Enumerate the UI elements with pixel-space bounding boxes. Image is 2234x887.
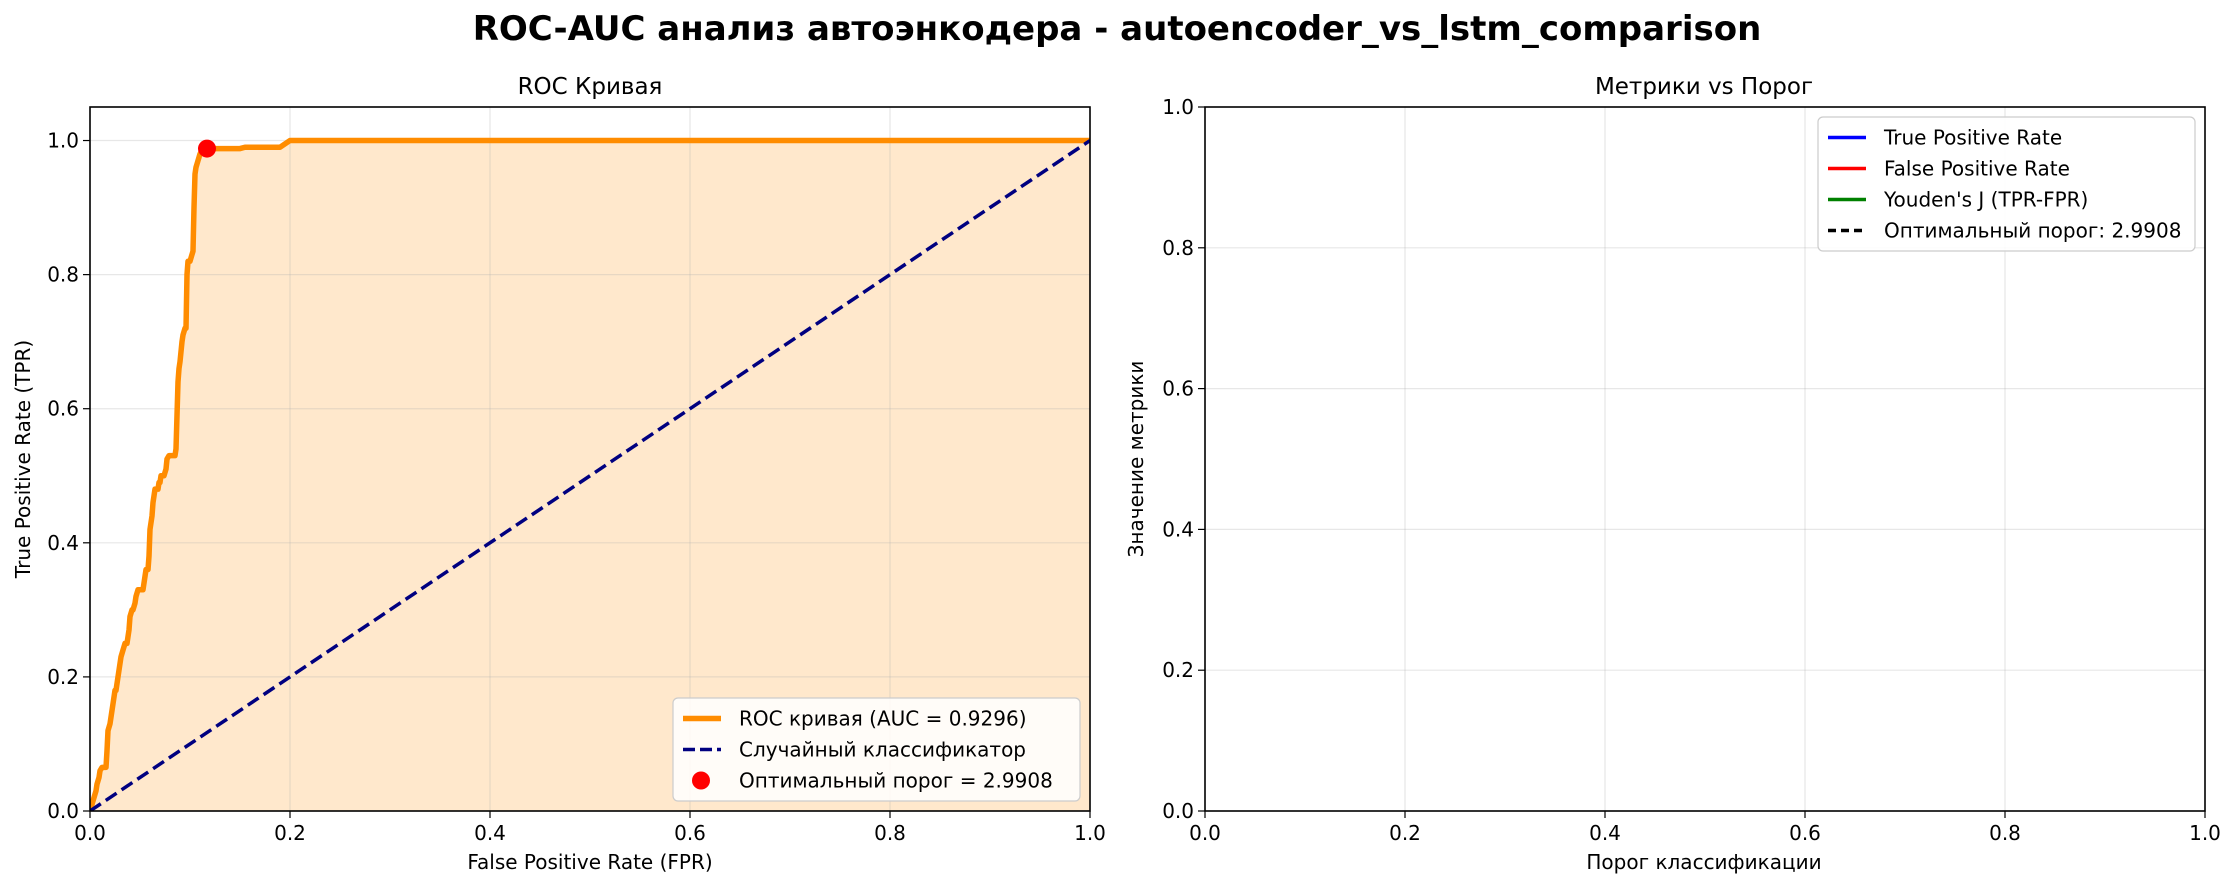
roc-x-tick-label: 0.0 — [74, 821, 106, 845]
metrics-x-tick-label: 0.8 — [1989, 821, 2021, 845]
metrics-panel-title: Метрики vs Порог — [1595, 74, 1813, 100]
roc-random-classifier-line — [90, 139, 1090, 811]
metrics-threshold-panel: Метрики vs Порог Порог классификации Зна… — [1124, 74, 2221, 874]
roc-y-tick-label: 0.8 — [47, 263, 79, 287]
roc-roc-curve-line — [90, 137, 1090, 811]
metrics-y-axis-label: Значение метрики — [1124, 361, 1148, 558]
metrics-y-tick-label: 0.6 — [1162, 377, 1194, 401]
roc-x-tick-label: 1.0 — [1074, 821, 1106, 845]
roc-axes-frame — [89, 106, 1091, 812]
roc-x-tick-label: 0.4 — [474, 821, 506, 845]
metrics-x-tick-label: 0.4 — [1589, 821, 1621, 845]
roc-y-tick-label: 0.4 — [47, 531, 79, 555]
roc-x-axis-label: False Positive Rate (FPR) — [467, 850, 712, 874]
metrics-y-tick-label: 1.0 — [1162, 95, 1194, 119]
metrics-x-tick-label: 0.6 — [1789, 821, 1821, 845]
roc-x-tick-label: 0.6 — [674, 821, 706, 845]
roc-legend-label: Оптимальный порог = 2.9908 — [739, 769, 1053, 793]
metrics-legend-label: Оптимальный порог: 2.9908 — [1884, 219, 2181, 243]
metrics-legend-label: Youden's J (TPR-FPR) — [1883, 188, 2088, 212]
metrics-legend-label: False Positive Rate — [1884, 157, 2070, 181]
metrics-y-tick-label: 0.8 — [1162, 236, 1194, 260]
roc-legend: ROC кривая (AUC = 0.9296) Случайный класс… — [672, 697, 1081, 802]
metrics-legend: True Positive Rate False Positive Rate You… — [1817, 116, 2196, 252]
metrics-axes-frame — [1204, 106, 2206, 812]
roc-y-tick-label: 1.0 — [47, 129, 79, 153]
metrics-legend-box — [1817, 116, 2196, 252]
metrics-x-axis-label: Порог классификации — [1586, 850, 1821, 874]
roc-y-tick-label: 0.0 — [47, 799, 79, 823]
roc-x-tick-label: 0.2 — [274, 821, 306, 845]
metrics-x-tick-label: 1.0 — [2189, 821, 2221, 845]
roc-y-tick-label: 0.6 — [47, 397, 79, 421]
metrics-legend-label: True Positive Rate — [1883, 126, 2062, 150]
metrics-y-tick-label: 0.2 — [1162, 658, 1194, 682]
roc-legend-label: ROC кривая (AUC = 0.9296) — [739, 707, 1027, 731]
roc-optimal-threshold-point — [198, 139, 216, 158]
roc-legend-label: Случайный классификатор — [739, 738, 1026, 762]
roc-legend-marker — [692, 771, 710, 790]
roc-legend-box — [672, 697, 1081, 802]
figure-title: ROC-AUC анализ автоэнкодера - autoencode… — [473, 9, 1762, 49]
roc-panel-title: ROC Кривая — [518, 74, 663, 100]
roc-y-axis-label: True Positive Rate (TPR) — [11, 340, 35, 579]
metrics-x-tick-label: 0.0 — [1189, 821, 1221, 845]
metrics-y-tick-label: 0.0 — [1162, 799, 1194, 823]
metrics-x-tick-label: 0.2 — [1389, 821, 1421, 845]
metrics-y-tick-label: 0.4 — [1162, 517, 1194, 541]
roc-y-tick-label: 0.2 — [47, 665, 79, 689]
roc-x-tick-label: 0.8 — [874, 821, 906, 845]
roc-curve-panel: ROC Кривая False Positive Rate (FPR) Tru… — [11, 74, 1106, 874]
